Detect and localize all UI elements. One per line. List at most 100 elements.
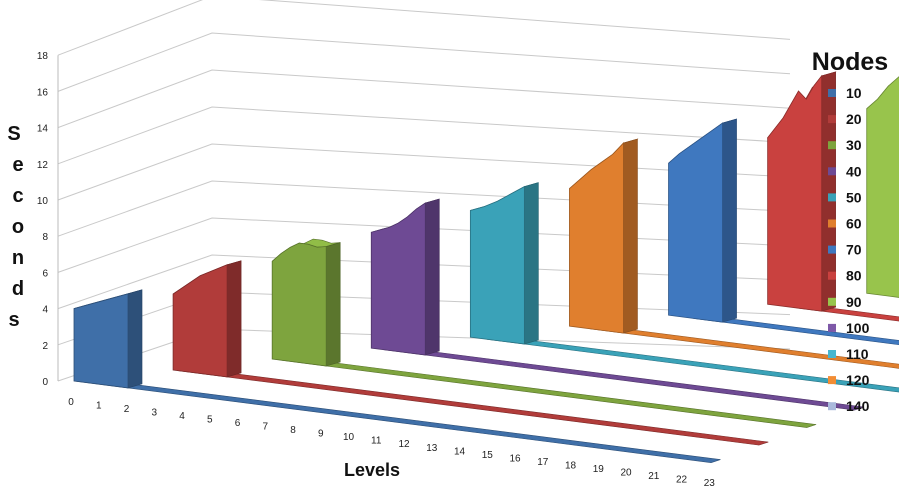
- legend-item: 70: [828, 242, 862, 258]
- gridline: [57, 0, 791, 56]
- x-tick-label: 11: [371, 436, 382, 447]
- legend-item: 40: [828, 163, 862, 179]
- y-tick-label: 2: [42, 341, 48, 352]
- y-tick-label: 14: [37, 124, 49, 135]
- legend-label: 140: [846, 398, 870, 414]
- x-tick-label: 7: [262, 422, 268, 433]
- legend-item: 10: [828, 85, 862, 101]
- y-tick-label: 12: [37, 160, 49, 171]
- series-side-face: [722, 118, 737, 323]
- legend-label: 100: [846, 320, 870, 336]
- legend: 10 20 30 40 50 60 70 80 90 100 110 120 140: [828, 85, 870, 414]
- legend-swatch: [828, 271, 836, 280]
- legend-item: 140: [828, 398, 870, 414]
- legend-label: 80: [846, 268, 862, 284]
- legend-label: 40: [846, 163, 862, 179]
- x-tick-label: 4: [179, 411, 185, 422]
- legend-swatch: [828, 115, 836, 124]
- y-tick-label: 8: [42, 232, 48, 243]
- series-front-face: [767, 74, 823, 312]
- gridline: [57, 69, 791, 129]
- series-floor-band: [177, 367, 769, 446]
- series-side-face: [524, 182, 539, 345]
- legend-label: 60: [846, 216, 862, 232]
- x-tick-label: 21: [648, 471, 660, 482]
- x-tick-label: 5: [207, 415, 213, 426]
- legend-swatch: [828, 350, 836, 358]
- legend-item: 90: [828, 294, 862, 310]
- y-axis-title-letter: s: [8, 309, 19, 331]
- series-front-face: [668, 122, 723, 323]
- x-tick-labels: 0 1 2 3 4 5 6 7 8 9 10 11 12 13 14 15 16 17 18 19 20 21 22 23: [68, 397, 715, 489]
- y-tick-label: 4: [42, 305, 48, 316]
- legend-label: 90: [846, 294, 862, 310]
- x-axis-title: Levels: [344, 460, 400, 480]
- legend-label: 10: [846, 85, 862, 101]
- legend-item: 80: [828, 268, 862, 284]
- x-tick-label: 8: [290, 425, 296, 436]
- series-60: [569, 138, 899, 369]
- x-tick-label: 12: [398, 439, 410, 450]
- series-floor-band: [73, 377, 721, 463]
- y-tick-labels: 0 2 4 6 8 10 12 14 16 18: [37, 51, 49, 388]
- series-areas: [73, 71, 899, 463]
- gridline: [57, 106, 791, 165]
- legend-label: 70: [846, 242, 862, 258]
- series-50: [469, 182, 899, 393]
- legend-label: 110: [846, 346, 869, 362]
- series-side-face: [226, 260, 242, 378]
- legend-swatch: [828, 402, 836, 411]
- x-tick-label: 16: [509, 453, 521, 464]
- legend-item: 120: [828, 372, 870, 388]
- legend-label: 20: [846, 111, 862, 127]
- legend-swatch: [828, 297, 836, 306]
- legend-item: 30: [828, 137, 862, 153]
- x-tick-label: 6: [235, 418, 241, 429]
- y-axis-title-letter: c: [12, 185, 23, 207]
- legend-swatch: [828, 219, 836, 228]
- x-tick-label: 14: [454, 446, 466, 457]
- x-tick-label: 19: [593, 464, 605, 475]
- x-tick-label: 9: [318, 429, 324, 440]
- legend-item: 20: [828, 111, 862, 127]
- series-front-face: [569, 142, 624, 334]
- series-front-face: [271, 242, 327, 367]
- series-70: [668, 118, 899, 346]
- series-40: [370, 198, 865, 411]
- series-front-face: [866, 76, 899, 298]
- series-front-face: [370, 202, 426, 356]
- legend-label: 50: [846, 189, 862, 205]
- y-axis-title-letter: n: [12, 247, 24, 269]
- legend-swatch: [828, 323, 836, 332]
- series-side-face: [623, 138, 638, 334]
- series-front-face: [73, 293, 129, 389]
- legend-item: 60: [828, 216, 862, 232]
- y-tick-label: 6: [42, 268, 48, 279]
- x-tick-label: 2: [124, 404, 130, 415]
- legend-item: 100: [828, 320, 870, 336]
- y-tick-label: 0: [42, 377, 48, 388]
- x-tick-label: 17: [537, 457, 549, 468]
- series-10: [73, 289, 721, 463]
- y-tick-label: 10: [37, 196, 49, 207]
- x-tick-label: 3: [151, 408, 157, 419]
- legend-title: Nodes: [812, 48, 888, 76]
- x-tick-label: 20: [620, 467, 632, 478]
- x-tick-label: 13: [426, 443, 438, 454]
- legend-label: 120: [846, 372, 870, 388]
- y-axis-title: S e c o n d s: [7, 123, 24, 331]
- legend-swatch: [828, 89, 836, 97]
- legend-swatch: [828, 167, 836, 176]
- legend-swatch: [828, 141, 836, 150]
- series-front-face: [469, 185, 525, 345]
- x-tick-label: 10: [343, 432, 355, 443]
- y-axis-title-letter: d: [12, 278, 24, 300]
- y-axis-title-letter: S: [7, 123, 20, 145]
- x-tick-label: 0: [68, 397, 74, 408]
- y-axis-title-letter: o: [12, 216, 24, 238]
- series-20: [172, 260, 769, 446]
- legend-swatch: [828, 193, 836, 202]
- x-tick-label: 1: [96, 401, 102, 412]
- x-tick-label: 22: [676, 474, 688, 485]
